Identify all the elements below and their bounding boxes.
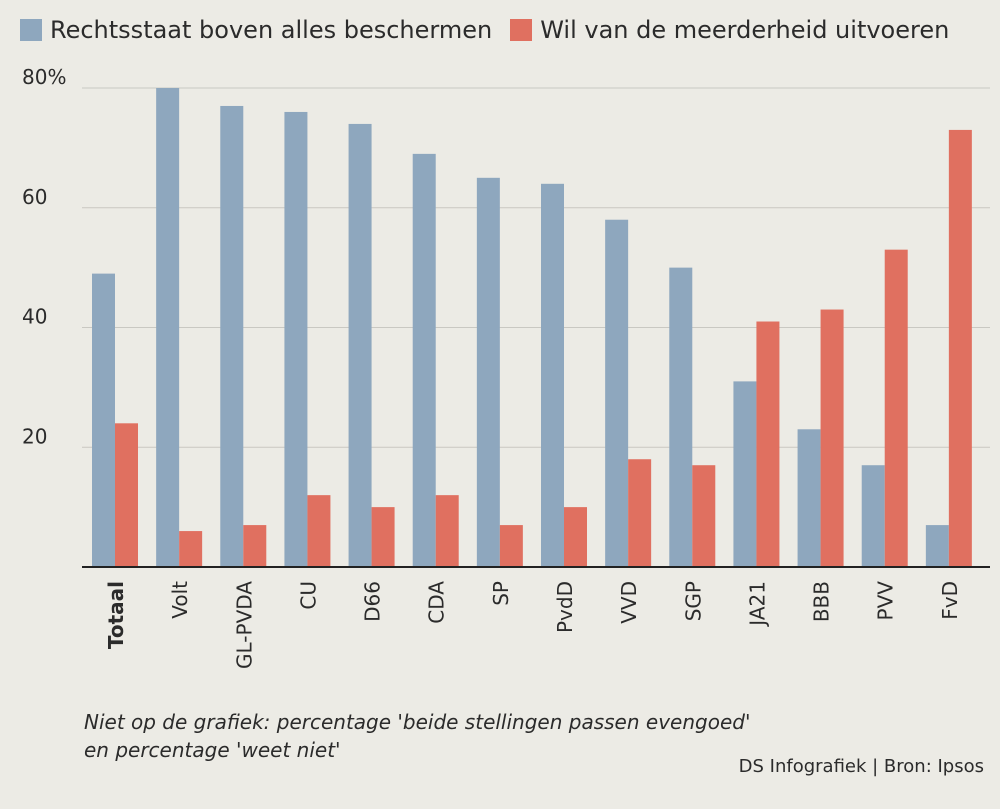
bar-sp-meerderheid [499, 525, 523, 567]
legend-label-meerderheid: Wil van de meerderheid uitvoeren [540, 16, 950, 44]
legend-swatch-blue [20, 19, 42, 41]
bar-sp-rechtsstaat [476, 177, 500, 567]
x-tick-label-pvdd: PvdD [553, 581, 577, 633]
footnote-line-2: en percentage 'weet niet' [84, 738, 341, 762]
x-tick-label-sp: SP [489, 581, 513, 606]
y-tick-label-20: 20 [22, 424, 47, 448]
bar-pvdd-meerderheid [564, 507, 587, 567]
bar-volt-rechtsstaat [156, 88, 180, 567]
legend: Rechtsstaat boven alles beschermen Wil v… [20, 16, 967, 44]
bar-cu-meerderheid [307, 495, 331, 567]
bar-bbb-rechtsstaat [797, 429, 821, 567]
bar-ja21-meerderheid [756, 321, 780, 567]
footnote: Niet op de grafiek: percentage 'beide st… [84, 708, 750, 764]
x-tick-label-ja21: JA21 [745, 581, 769, 628]
bar-pvv-meerderheid [884, 249, 908, 567]
legend-label-rechtsstaat: Rechtsstaat boven alles beschermen [50, 16, 493, 44]
bar-vvd-meerderheid [628, 459, 652, 567]
x-tick-label-volt: Volt [168, 581, 192, 619]
x-tick-label-bbb: BBB [810, 581, 834, 622]
bar-d66-rechtsstaat [348, 123, 372, 568]
bar-volt-meerderheid [179, 531, 203, 567]
x-tick-label-d66: D66 [361, 581, 385, 622]
bar-sgp-meerderheid [692, 465, 716, 567]
bar-d66-meerderheid [371, 507, 395, 567]
bar-totaal-meerderheid [115, 423, 138, 567]
x-tick-label-sgp: SGP [681, 581, 705, 621]
bar-cda-rechtsstaat [412, 153, 436, 568]
bar-bbb-meerderheid [820, 309, 844, 567]
footnote-line-1: Niet op de grafiek: percentage 'beide st… [84, 710, 751, 734]
bar-fvd-rechtsstaat [925, 525, 949, 567]
bar-cda-meerderheid [435, 495, 459, 567]
x-tick-label-vvd: VVD [617, 581, 641, 624]
legend-swatch-red [510, 19, 533, 41]
bar-pvdd-rechtsstaat [541, 183, 564, 568]
bar-cu-rechtsstaat [284, 111, 308, 567]
y-tick-label-60: 60 [22, 185, 47, 209]
x-tick-label-gl-pvda: GL-PVDA [232, 581, 256, 669]
legend-item-meerderheid: Wil van de meerderheid uitvoeren [510, 16, 949, 44]
y-tick-label-80: 80% [22, 65, 66, 89]
bar-ja21-rechtsstaat [733, 381, 757, 567]
bar-gl-pvda-rechtsstaat [220, 105, 244, 568]
x-tick-label-cu: CU [296, 581, 320, 610]
x-tick-label-totaal: Totaal [104, 581, 128, 649]
bar-vvd-rechtsstaat [605, 219, 629, 567]
x-tick-label-pvv: PVV [874, 581, 898, 621]
source-credit: DS Infografiek | Bron: Ipsos [738, 756, 984, 777]
y-tick-label-40: 40 [22, 305, 47, 329]
x-tick-label-cda: CDA [425, 581, 449, 624]
bar-pvv-rechtsstaat [861, 465, 885, 567]
bar-totaal-rechtsstaat [92, 273, 115, 567]
x-tick-label-fvd: FvD [938, 581, 962, 620]
bar-fvd-meerderheid [948, 129, 972, 567]
legend-item-rechtsstaat: Rechtsstaat boven alles beschermen [20, 16, 492, 44]
bar-sgp-rechtsstaat [669, 267, 693, 567]
bar-gl-pvda-meerderheid [243, 525, 267, 567]
